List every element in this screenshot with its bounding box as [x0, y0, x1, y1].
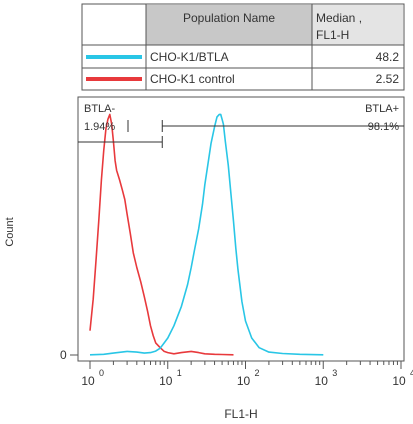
- x-axis-title: FL1-H: [224, 407, 257, 421]
- gate-label-btla-pos: BTLA+: [365, 103, 399, 115]
- legend-row-name-cho-k1-btla: CHO-K1/BTLA: [150, 50, 229, 64]
- gate-layer: BTLA- 1.94% BTLA+ 98.1%: [78, 103, 404, 148]
- x-tick-label-exponent: 4: [410, 368, 413, 378]
- legend-header-cell-median: [312, 5, 403, 45]
- series-layer: [89, 113, 324, 356]
- gate-label-btla-neg: BTLA-: [84, 103, 116, 115]
- legend-header-cell-population: [146, 5, 312, 45]
- plot-area: [77, 96, 405, 362]
- x-tick-label-base: 10: [81, 374, 95, 388]
- y-axis-title: Count: [4, 217, 16, 246]
- legend-row-name-cho-k1-control: CHO-K1 control: [150, 72, 235, 86]
- x-tick-label-base: 10: [315, 374, 329, 388]
- x-tick-label-base: 10: [159, 374, 173, 388]
- x-tick-label-base: 10: [392, 374, 406, 388]
- gate-percent-btla-pos: 98.1%: [368, 121, 399, 133]
- gate-percent-btla-neg: 1.94%: [84, 121, 115, 133]
- x-tick-label-exponent: 2: [255, 368, 260, 378]
- x-tick-label-base: 10: [237, 374, 251, 388]
- x-tick-label-exponent: 3: [332, 368, 337, 378]
- legend-header-median: Median ,: [316, 11, 362, 25]
- series-line-cho-k1-btla: [89, 113, 324, 356]
- legend-row-median-cho-k1-control: 2.52: [376, 72, 400, 86]
- y-tick-label-0: 0: [60, 348, 67, 362]
- x-tick-label-exponent: 1: [177, 368, 182, 378]
- legend-row-median-cho-k1-btla: 48.2: [376, 50, 400, 64]
- legend-table: Population Name Median , FL1-H CHO-K1/BT…: [81, 3, 405, 91]
- legend-header-population: Population Name: [183, 11, 275, 25]
- legend-header-median-unit: FL1-H: [316, 28, 349, 42]
- x-tick-label-exponent: 0: [99, 368, 104, 378]
- series-line-cho-k1-control: [89, 113, 234, 356]
